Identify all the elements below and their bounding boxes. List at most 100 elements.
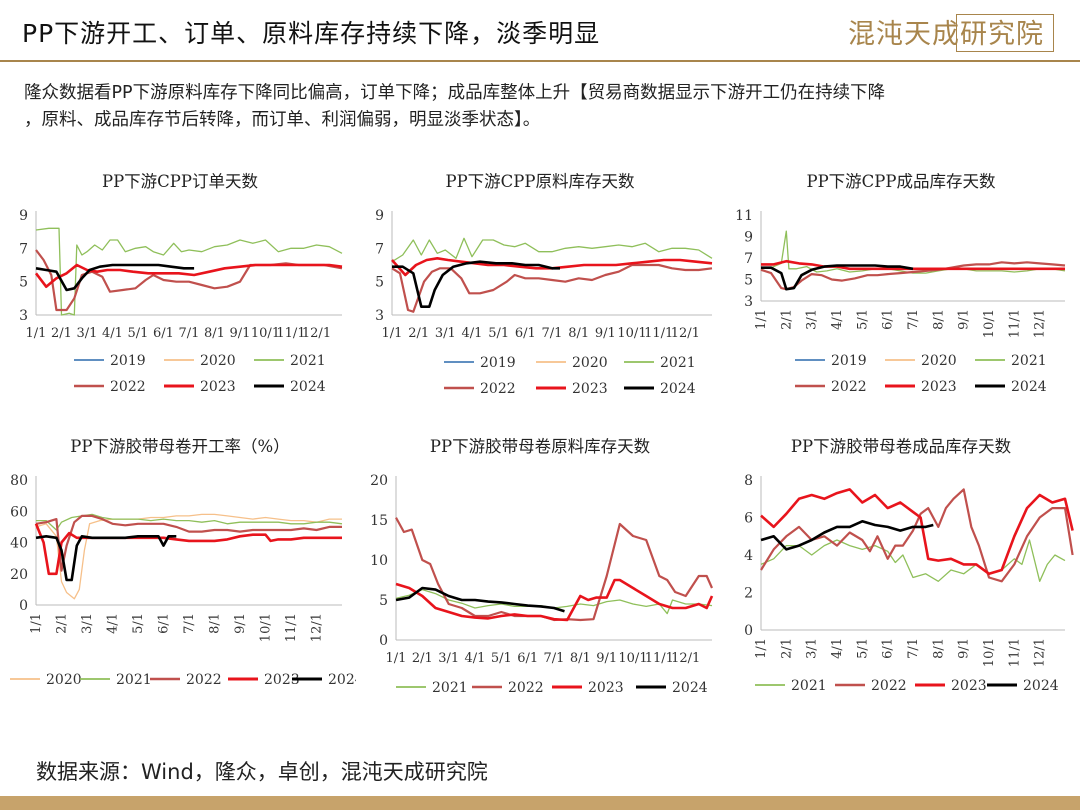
legend-label-2023: 2023 (588, 680, 624, 696)
chart-svg: PP下游CPP原料库存天数 3 5 7 9 1/1 2/1 3/1 4/1 5/1 6/1 7/1 8/… (375, 172, 713, 397)
x-tick-label: 10/1 (617, 326, 646, 341)
series-line-2022 (760, 488, 1074, 583)
series-line-2021 (395, 588, 713, 615)
y-tick-label: 9 (375, 208, 384, 224)
x-tick-label: 2/1 (55, 613, 70, 634)
x-tick-label: 1/1 (26, 326, 47, 341)
brand-logo: 混沌天成研究院 (848, 12, 1054, 54)
x-tick-label: 2/1 (408, 326, 429, 341)
series-line-2023 (34, 263, 343, 288)
summary-line-2: ，原料、成品库存节后转降，而订单、利润偏弱，明显淡季状态】。 (24, 110, 541, 130)
series-line-2024 (761, 264, 914, 291)
series-line-2021 (760, 539, 1066, 582)
x-tick-label: 9/1 (233, 613, 248, 634)
y-tick-label: 0 (19, 598, 28, 614)
x-tick-label: 6/1 (153, 326, 174, 341)
y-tick-label: 10 (370, 553, 388, 569)
legend-label-2024: 2024 (1023, 678, 1059, 694)
x-tick-label: 12/1 (671, 651, 700, 666)
x-tick-label: 8/1 (204, 326, 225, 341)
legend-label-2021: 2021 (432, 680, 468, 696)
x-tick-label: 8/1 (931, 309, 946, 330)
x-tick-label: 12/1 (302, 326, 331, 341)
x-tick-label: 4/1 (830, 638, 845, 659)
x-tick-label: 11/1 (1007, 309, 1022, 338)
x-tick-label: 8/1 (208, 613, 223, 634)
legend-label-2021: 2021 (1011, 353, 1047, 369)
series-line-2023 (395, 578, 714, 622)
x-tick-label: 7/1 (182, 613, 197, 634)
x-tick-label: 10/1 (982, 638, 997, 667)
x-tick-label: 7/1 (906, 309, 921, 330)
header-divider (0, 60, 1080, 62)
x-tick-label: 8/1 (568, 326, 589, 341)
summary-line-1: 隆众数据看PP下游原料库存下降同比偏高，订单下降；成品库整体上升【贸易商数据显示… (24, 83, 886, 103)
chart-svg: PP下游CPP成品库存天数 3 5 7 9 11 1/1 2/1 3/1 4/1 5/1 6/1 7/1… (735, 172, 1066, 395)
x-tick-label: 5/1 (131, 613, 146, 634)
legend-label-2020: 2020 (46, 672, 82, 688)
chart-svg: PP下游胶带母卷开工率（%） 0 20 40 60 80 1/1 2/1 3/1 4/1 5/1 6/… (10, 437, 364, 688)
page-title: PP下游开工、订单、原料库存持续下降，淡季明显 (22, 19, 601, 48)
series-line-2024 (392, 260, 560, 308)
x-tick-label: 1/1 (754, 309, 769, 330)
y-tick-label: 9 (19, 208, 28, 224)
legend-label-2022: 2022 (186, 672, 222, 688)
x-tick-label: 5/1 (855, 309, 870, 330)
y-tick-label: 15 (370, 513, 388, 529)
legend-label-2019: 2019 (480, 355, 516, 371)
chart-cpp-raw-inventory: PP下游CPP原料库存天数 3 5 7 9 1/1 2/1 3/1 4/1 5/1 6/1 7/1 8/… (360, 165, 720, 415)
legend-label-2024: 2024 (660, 381, 696, 397)
logo-frame (956, 14, 1054, 52)
y-tick-label: 0 (744, 623, 753, 639)
chart-svg: PP下游胶带母卷原料库存天数 0 5 10 15 20 1/1 2/1 3/1 4/1 5/1 6/1… (370, 437, 714, 696)
chart-title: PP下游CPP订单天数 (102, 172, 259, 191)
x-tick-label: 12/1 (671, 326, 700, 341)
x-tick-label: 2/1 (51, 326, 72, 341)
y-tick-label: 5 (744, 273, 753, 289)
y-tick-label: 40 (10, 536, 28, 552)
x-tick-label: 10/1 (982, 309, 997, 338)
x-tick-label: 2/1 (779, 309, 794, 330)
x-tick-label: 8/1 (570, 651, 591, 666)
legend-label-2021: 2021 (290, 353, 326, 369)
x-tick-label: 10/1 (251, 326, 280, 341)
legend-label-2021: 2021 (660, 355, 696, 371)
data-source: 数据来源：Wind，隆众，卓创，混沌天成研究院 (36, 760, 488, 784)
x-tick-label: 7/1 (542, 326, 563, 341)
x-tick-label: 5/1 (128, 326, 149, 341)
series-line-2021 (35, 227, 343, 316)
x-tick-label: 5/1 (855, 638, 870, 659)
y-tick-label: 20 (10, 567, 28, 583)
y-tick-label: 7 (19, 241, 28, 257)
legend-label-2022: 2022 (480, 381, 516, 397)
x-tick-label: 7/1 (179, 326, 200, 341)
legend-label-2019: 2019 (831, 353, 867, 369)
legend-label-2023: 2023 (572, 381, 608, 397)
chart-title: PP下游胶带母卷开工率（%） (70, 437, 289, 456)
legend-label-2023: 2023 (264, 672, 300, 688)
legend-label-2022: 2022 (831, 379, 867, 395)
y-tick-label: 5 (379, 593, 388, 609)
x-tick-label: 2/1 (779, 638, 794, 659)
x-tick-label: 9/1 (957, 638, 972, 659)
legend-label-2020: 2020 (572, 355, 608, 371)
x-tick-label: 10/1 (618, 651, 647, 666)
series-line-2023 (760, 488, 1074, 576)
x-tick-label: 6/1 (881, 638, 896, 659)
x-tick-label: 4/1 (106, 613, 121, 634)
series-line-2021 (36, 513, 343, 531)
x-tick-label: 11/1 (645, 651, 674, 666)
legend-label-2020: 2020 (200, 353, 236, 369)
y-tick-label: 5 (19, 275, 28, 291)
x-tick-label: 5/1 (491, 651, 512, 666)
y-tick-label: 9 (744, 230, 753, 246)
chart-title: PP下游CPP成品库存天数 (806, 172, 996, 191)
x-tick-label: 4/1 (830, 309, 845, 330)
x-tick-label: 8/1 (931, 638, 946, 659)
series-line-2024 (35, 263, 195, 292)
x-tick-label: 4/1 (462, 326, 483, 341)
x-tick-label: 7/1 (544, 651, 565, 666)
legend-label-2020: 2020 (921, 353, 957, 369)
x-tick-label: 12/1 (1033, 309, 1048, 338)
chart-cpp-orders: PP下游CPP订单天数 3 5 7 9 1/1 2/1 3/1 4/1 5/1 6/1 7/1 8/1 9… (4, 165, 356, 415)
